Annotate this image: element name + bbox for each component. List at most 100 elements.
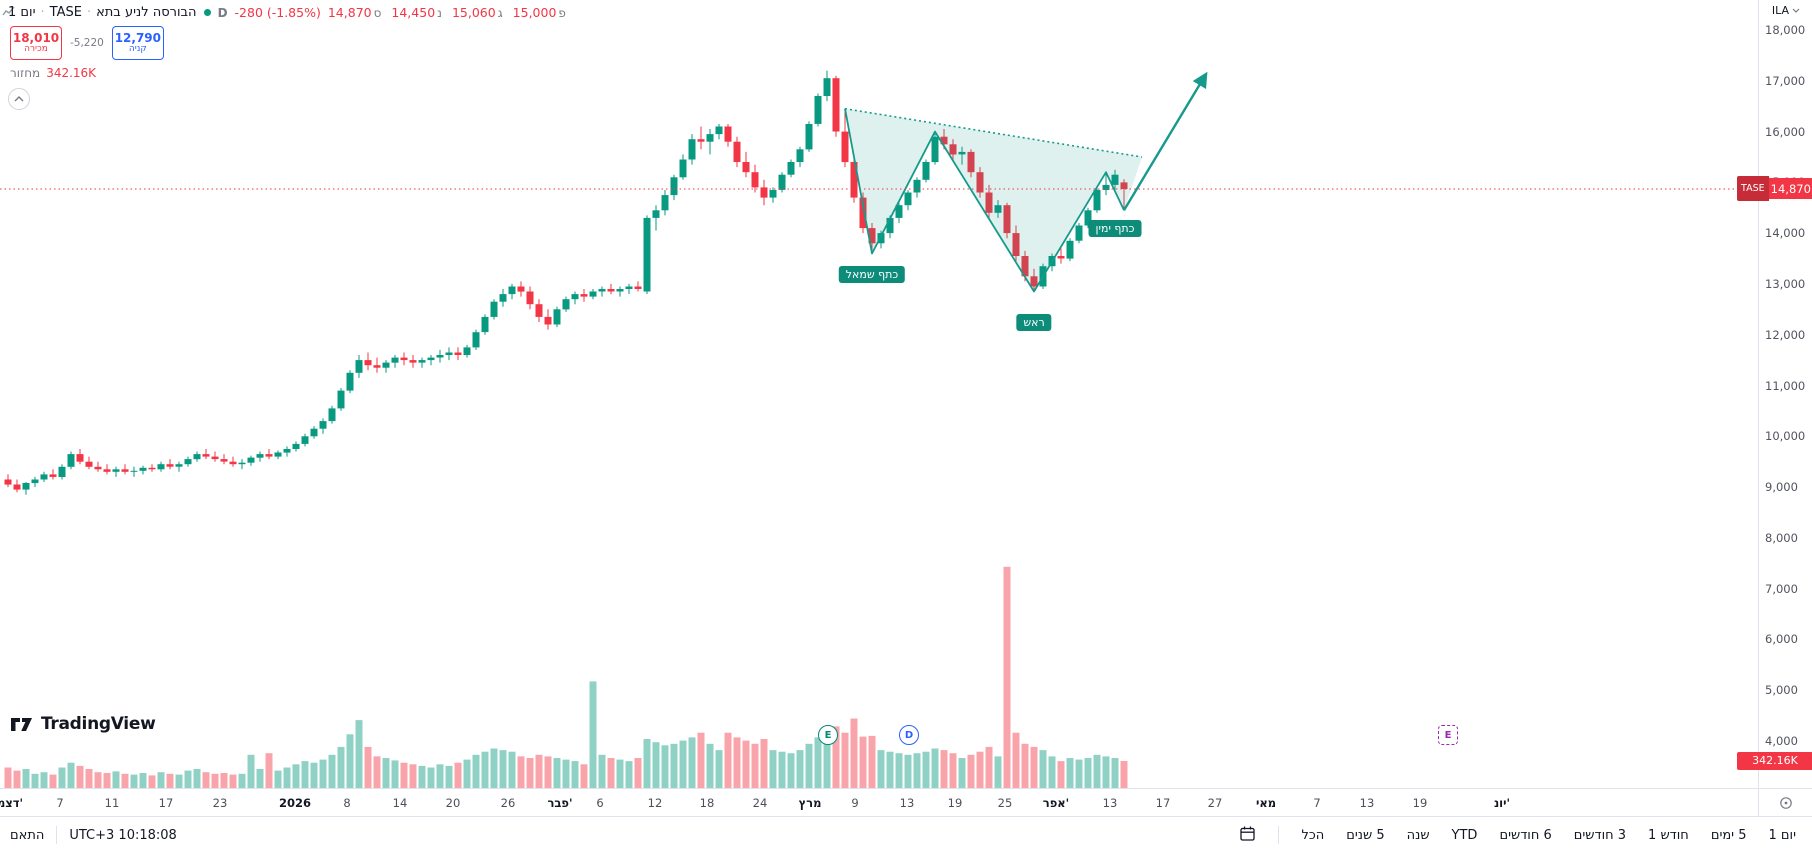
time-tick: 7: [56, 796, 64, 810]
time-tick: 13: [1102, 796, 1118, 810]
price-tick: 8,000: [1765, 530, 1798, 545]
goto-date-button[interactable]: [1239, 825, 1256, 846]
range-ytd[interactable]: YTD: [1451, 827, 1478, 843]
volume-indicator-row[interactable]: מחזור 342.16K: [10, 66, 96, 80]
last-price-badge: TASE 14,870: [1737, 176, 1812, 202]
toolbar-divider: [1278, 826, 1280, 844]
time-tick: 7: [1313, 796, 1321, 810]
sell-price: 18,010: [12, 30, 60, 45]
pattern-label[interactable]: כתף ימין: [1088, 220, 1142, 238]
volume-value: 342.16K: [46, 66, 97, 80]
time-tick: 18: [699, 796, 715, 810]
range-1year[interactable]: שנה: [1406, 827, 1430, 843]
volume-axis-badge: 342.16K: [1737, 751, 1812, 770]
price-tick: 12,000: [1765, 327, 1806, 342]
price-change: -280 (-1.85%): [234, 5, 321, 20]
close-value: ס 14,870: [327, 5, 382, 20]
range-5years[interactable]: 5 שנים: [1346, 827, 1385, 843]
symbol-title[interactable]: הבורסה לניע בתא · TASE · יום 1: [8, 5, 197, 20]
badge-symbol: TASE: [1737, 176, 1769, 202]
legend-collapse-button[interactable]: [8, 88, 30, 110]
range-selector: יום 1 5 ימים חודש 1 3 חודשים 6 חודשים YT…: [1239, 817, 1812, 852]
separator-dot: ·: [86, 5, 92, 20]
market-status-dot: [203, 9, 211, 16]
pattern-label[interactable]: ראש: [1016, 314, 1052, 332]
timezone-button[interactable]: UTC+3 10:18:08: [69, 827, 177, 843]
range-6months[interactable]: 6 חודשים: [1499, 827, 1552, 843]
range-1day[interactable]: יום 1: [1768, 827, 1797, 843]
high-value: ג 15,060: [451, 5, 503, 20]
time-tick: אפר': [1042, 796, 1070, 810]
range-3months[interactable]: 3 חודשים: [1573, 827, 1627, 843]
price-scale[interactable]: ILA 18,00017,00016,00015,00014,00013,000…: [1737, 0, 1812, 788]
trade-panel: 18,010 מכירה -5,220 12,790 קניה: [10, 26, 164, 60]
adjust-button[interactable]: התאם: [10, 827, 45, 843]
chevron-down-icon: [1792, 8, 1800, 13]
chevron-up-icon: [14, 96, 24, 102]
time-tick: 9: [851, 796, 859, 810]
time-tick: 27: [1207, 796, 1223, 810]
time-tick: דצמ': [0, 796, 24, 810]
open-value: פ 15,000: [512, 5, 566, 20]
time-tick: מרץ: [798, 796, 822, 810]
time-tick: 13: [1359, 796, 1375, 810]
dividend-marker[interactable]: D: [899, 725, 919, 745]
candlestick-chart[interactable]: [0, 0, 1758, 788]
currency-label: ILA: [1771, 4, 1790, 17]
currency-toggle[interactable]: ILA: [1759, 4, 1812, 17]
price-tick: 18,000: [1765, 23, 1806, 37]
buy-price: 12,790: [114, 30, 162, 45]
time-tick: 13: [899, 796, 915, 810]
time-tick: מאי: [1255, 796, 1277, 810]
time-tick: 24: [752, 796, 768, 810]
data-mode-letter[interactable]: D: [217, 5, 228, 20]
axis-settings-button[interactable]: [1758, 788, 1812, 817]
tradingview-logo[interactable]: TradingView: [10, 714, 156, 734]
range-1month[interactable]: חודש 1: [1648, 827, 1689, 843]
tradingview-logo-icon: [11, 717, 32, 731]
spread-value: -5,220: [70, 37, 104, 49]
time-tick: 26: [500, 796, 516, 810]
symbol-legend[interactable]: הבורסה לניע בתא · TASE · יום 1 D -280 (-…: [8, 5, 566, 20]
time-tick: 17: [158, 796, 174, 810]
badge-price: 14,870: [1770, 181, 1811, 196]
time-tick: פבר': [547, 796, 573, 810]
time-tick: 25: [997, 796, 1013, 810]
price-tick: 5,000: [1765, 683, 1798, 698]
time-tick: 6: [596, 796, 604, 810]
price-tick: 6,000: [1765, 632, 1798, 647]
price-tick: 9,000: [1765, 480, 1798, 495]
earnings-marker[interactable]: E: [1438, 725, 1458, 745]
volume-bars: [4, 566, 1128, 788]
sell-label: מכירה: [24, 43, 48, 54]
price-tick: 11,000: [1765, 378, 1806, 393]
toolbar-left-group: התאם UTC+3 10:18:08: [0, 817, 177, 852]
head-and-shoulders-drawing: [844, 71, 1208, 293]
symbol-name[interactable]: הבורסה לניע בתא: [96, 5, 197, 20]
price-tick: 10,000: [1765, 429, 1806, 444]
bottom-toolbar: התאם UTC+3 10:18:08 יום 1 5 ימים חודש 1 …: [0, 816, 1812, 852]
toolbar-divider: [56, 826, 58, 844]
time-tick: יונ': [1493, 796, 1511, 810]
price-tick: 14,000: [1765, 226, 1806, 241]
price-tick: 7,000: [1765, 581, 1798, 596]
time-axis[interactable]: דצמ' 7 11 17 23 2026 8 14 20 26 פבר' 6 12 18 24 מרץ 9 13 1…: [0, 788, 1758, 817]
chart-pane[interactable]: E D E כתף שמאל ראש כתף ימין: [0, 0, 1758, 788]
candles: [4, 70, 1128, 495]
sell-button[interactable]: 18,010 מכירה: [10, 26, 62, 60]
tradingview-logo-text: TradingView: [41, 714, 156, 734]
price-tick: 16,000: [1765, 124, 1806, 139]
time-tick: 23: [212, 796, 228, 810]
ohlc-values: פ 15,000 ג 15,060 נ 14,450 ס 14,870: [328, 5, 566, 20]
pattern-label[interactable]: כתף שמאל: [838, 266, 906, 284]
exchange-name[interactable]: TASE: [49, 5, 82, 20]
range-all[interactable]: הכל: [1301, 827, 1325, 843]
time-tick: 20: [445, 796, 461, 810]
earnings-marker[interactable]: E: [818, 725, 838, 745]
range-5days[interactable]: 5 ימים: [1710, 827, 1747, 843]
axis-settings-icon: [1780, 797, 1792, 809]
buy-button[interactable]: 12,790 קניה: [111, 26, 164, 60]
legend-chart-icon: [2, 4, 16, 23]
interval-label[interactable]: יום 1: [8, 5, 36, 20]
